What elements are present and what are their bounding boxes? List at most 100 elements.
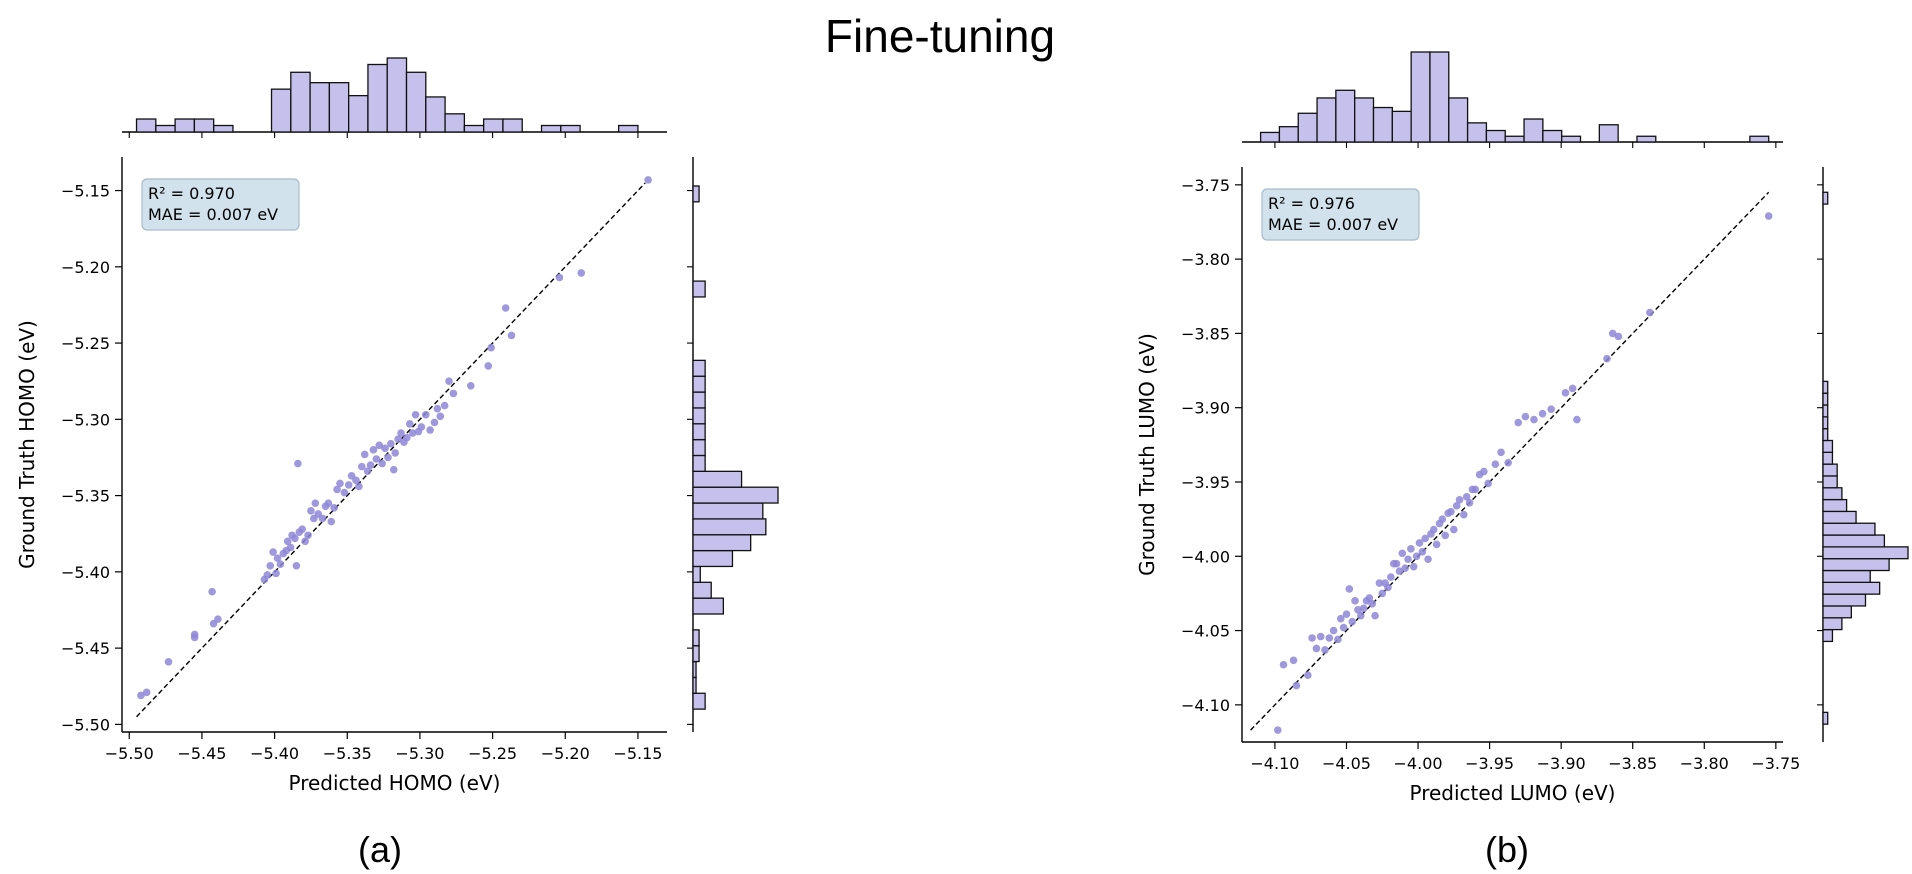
data-point xyxy=(1401,564,1409,572)
data-point xyxy=(1480,467,1488,476)
right-hist-bar xyxy=(692,565,701,583)
data-point xyxy=(1415,539,1424,547)
y-tick-label: −5.20 xyxy=(61,258,110,277)
top-hist-bar xyxy=(1466,122,1488,143)
right-hist-bar xyxy=(1822,546,1909,560)
data-point xyxy=(394,435,402,443)
data-point xyxy=(449,389,458,398)
x-tick-label: −5.25 xyxy=(468,744,517,763)
x-tick-label: −4.00 xyxy=(1394,754,1443,773)
data-point xyxy=(1409,562,1418,571)
y-tick-label: −5.25 xyxy=(61,334,110,353)
right-hist-bar xyxy=(1822,392,1829,406)
data-point xyxy=(1384,583,1392,592)
top-hist-bar xyxy=(1542,129,1563,143)
y-tick-label: −5.50 xyxy=(61,715,110,734)
data-point xyxy=(1329,626,1338,635)
y-tick-label: −5.45 xyxy=(61,639,110,658)
data-point xyxy=(403,433,411,442)
y-tick-label: −4.00 xyxy=(1181,547,1230,566)
top-hist-bar xyxy=(540,124,562,133)
data-point xyxy=(352,476,360,485)
data-point xyxy=(292,561,301,570)
top-hist-bar xyxy=(1391,110,1412,143)
data-point xyxy=(324,499,333,508)
data-point xyxy=(430,418,439,427)
data-point xyxy=(358,462,366,471)
top-hist-bar xyxy=(1316,97,1337,143)
data-point xyxy=(311,499,320,508)
data-point xyxy=(644,176,652,184)
top-hist-bar xyxy=(270,88,292,133)
data-point xyxy=(1460,510,1468,519)
data-point xyxy=(372,455,381,463)
data-point xyxy=(1418,548,1427,556)
right-hist-bar xyxy=(1822,569,1871,583)
data-point xyxy=(1441,531,1450,540)
x-tick-label: −5.35 xyxy=(323,744,372,763)
data-point xyxy=(1395,567,1404,575)
x-tick-label: −3.90 xyxy=(1537,754,1586,773)
data-point xyxy=(1339,623,1348,632)
figure-title: Fine-tuning xyxy=(825,10,1055,62)
x-axis-label: Predicted LUMO (eV) xyxy=(1410,781,1616,805)
data-point xyxy=(417,423,426,431)
right-hist-bar xyxy=(1822,617,1843,631)
top-hist-bar xyxy=(425,96,446,133)
top-hist-bar xyxy=(1561,135,1582,143)
data-point xyxy=(307,507,315,515)
data-point xyxy=(1421,534,1429,543)
data-point xyxy=(272,569,280,578)
data-point xyxy=(1354,605,1362,614)
data-point xyxy=(327,517,336,526)
right-hist-bar xyxy=(692,407,706,425)
x-axis-label: Predicted HOMO (eV) xyxy=(289,771,501,795)
top-hist-bar xyxy=(135,118,157,133)
x-tick-label: −5.15 xyxy=(613,744,662,763)
data-point xyxy=(433,404,442,413)
data-point xyxy=(405,420,414,428)
data-point xyxy=(291,534,299,543)
y-axis-label: Ground Truth HOMO (eV) xyxy=(15,320,39,569)
right-hist-bar xyxy=(692,597,725,615)
right-hist-bar xyxy=(692,660,697,679)
data-point xyxy=(333,485,341,494)
data-point xyxy=(381,444,389,453)
data-point xyxy=(1447,507,1455,516)
top-hist-bar xyxy=(155,124,176,133)
y-tick-label: −3.80 xyxy=(1181,250,1230,269)
data-point xyxy=(1547,405,1555,413)
top-hist-bar xyxy=(560,124,581,133)
right-hist-bar xyxy=(1822,558,1890,572)
data-point xyxy=(1312,644,1321,653)
data-point xyxy=(1398,549,1407,558)
y-tick-label: −5.15 xyxy=(61,182,110,201)
data-point xyxy=(389,465,398,474)
data-point xyxy=(1308,634,1316,642)
data-point xyxy=(1321,646,1329,654)
data-point xyxy=(1279,660,1288,669)
data-point xyxy=(1356,611,1365,620)
data-point xyxy=(1497,448,1505,457)
data-point xyxy=(1608,329,1617,338)
y-tick-label: −4.05 xyxy=(1181,622,1230,641)
right-hist-bar xyxy=(1822,522,1876,536)
data-point xyxy=(263,571,272,579)
data-point xyxy=(1365,594,1374,602)
top-hist-bar xyxy=(1485,129,1506,143)
top-hist-bar xyxy=(290,71,311,133)
right-hist-bar xyxy=(692,391,706,409)
data-point xyxy=(421,410,430,419)
data-point xyxy=(269,548,277,556)
data-point xyxy=(1387,573,1395,581)
right-hist-bar xyxy=(1822,605,1852,619)
x-tick-label: −4.05 xyxy=(1322,754,1371,773)
right-hist-bar xyxy=(692,185,700,203)
data-point xyxy=(1351,597,1359,605)
data-point xyxy=(1348,617,1357,626)
data-point xyxy=(1764,212,1773,220)
data-point xyxy=(286,543,295,552)
y-tick-label: −5.35 xyxy=(61,487,110,506)
data-point xyxy=(426,426,434,434)
data-point xyxy=(1603,354,1611,363)
